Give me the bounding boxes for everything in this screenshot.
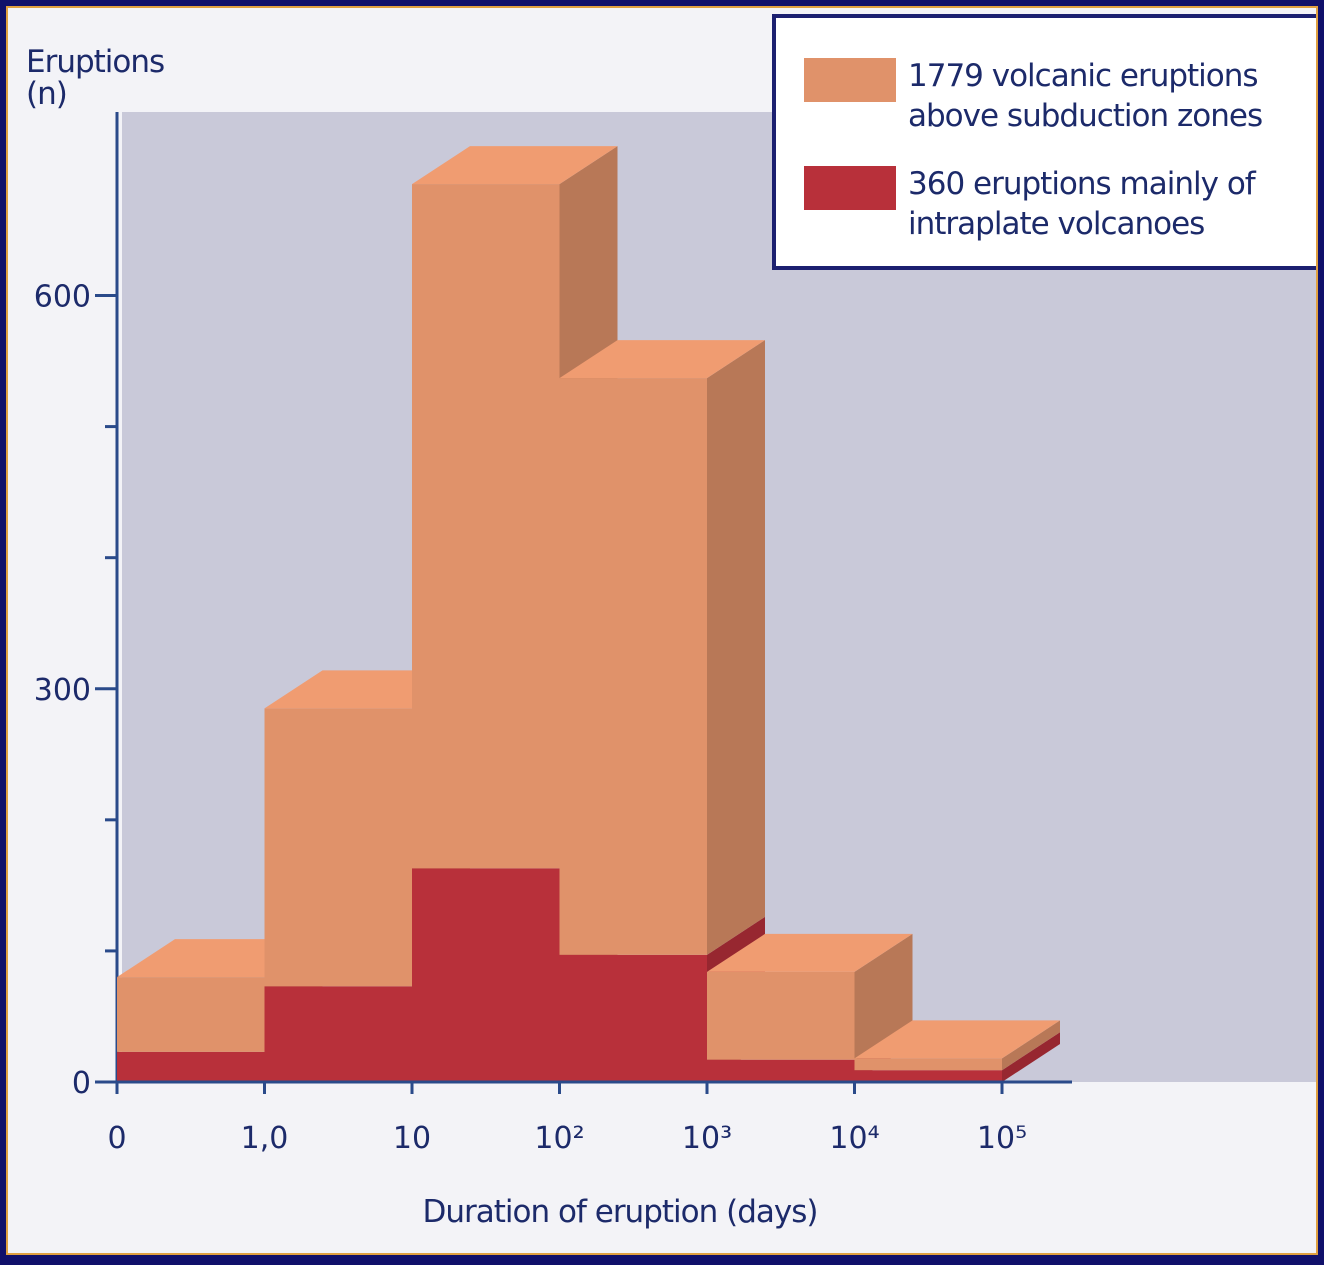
bar (412, 184, 560, 869)
legend-label: 360 eruptions mainly of intraplate volca… (908, 166, 1256, 242)
chart-frame: 0 300 600 0 1,0 10 10² 10³ 10⁴ 10⁵ Duration of eru… (6, 6, 1318, 1255)
x-tick-label: 10² (534, 1121, 584, 1156)
legend-item: 360 eruptions mainly of intraplate volca… (804, 164, 1308, 244)
bar (707, 971, 855, 1060)
bar-side (1002, 1020, 1060, 1071)
bar-top (412, 146, 618, 185)
bar (854, 1058, 1002, 1071)
legend-label: 1779 volcanic eruptions above subduction… (908, 58, 1263, 134)
bar-top (707, 933, 913, 972)
legend-swatch (804, 166, 896, 210)
y-tick-label: 600 (34, 280, 91, 315)
bar (854, 1070, 1002, 1082)
legend: 1779 volcanic eruptions above subduction… (772, 14, 1316, 270)
bar-top (559, 340, 765, 379)
legend-item: 1779 volcanic eruptions above subduction… (804, 56, 1308, 136)
bar (117, 1051, 265, 1082)
y-tick-label: 0 (72, 1066, 91, 1101)
bar (264, 986, 412, 1082)
x-tick-label: 10⁵ (977, 1121, 1027, 1156)
bar (559, 954, 707, 1082)
x-tick-label: 10³ (682, 1121, 732, 1156)
x-tick-label: 10 (393, 1121, 431, 1156)
bar (559, 378, 707, 955)
bar-side (1002, 1032, 1060, 1082)
x-axis-label: Duration of eruption (days) (423, 1194, 818, 1230)
bar-side (854, 933, 913, 1060)
bar (117, 977, 265, 1052)
bar (264, 708, 412, 987)
bar-top (854, 1020, 1060, 1059)
y-axis-label: Eruptions (n) (26, 44, 165, 112)
bar (707, 1059, 855, 1082)
y-tick-label: 300 (34, 673, 91, 708)
bar (412, 868, 560, 1082)
chart: 0 300 600 0 1,0 10 10² 10³ 10⁴ 10⁵ Duration of eru… (34, 112, 1316, 1230)
x-tick-label: 0 (107, 1121, 126, 1156)
x-tick-label: 10⁴ (829, 1121, 879, 1156)
x-tick-label: 1,0 (241, 1121, 289, 1156)
bar-side (707, 340, 765, 955)
legend-swatch (804, 58, 896, 102)
